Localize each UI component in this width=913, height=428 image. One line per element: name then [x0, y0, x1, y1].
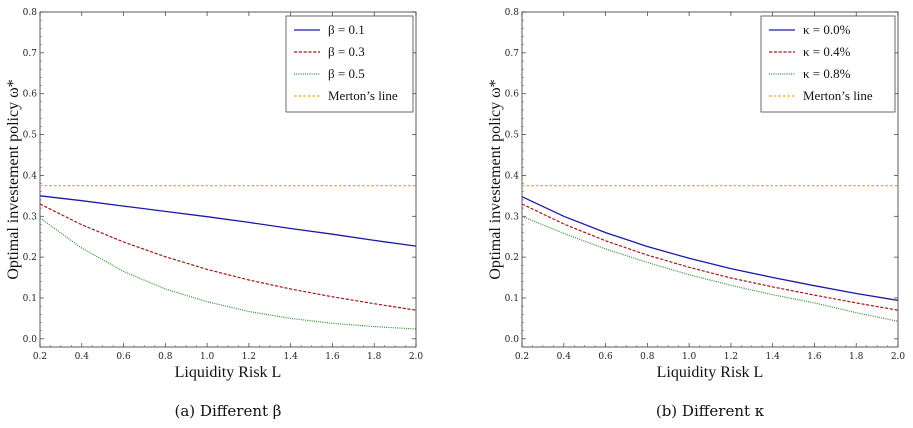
legend-label-2: κ = 0.8% — [803, 66, 851, 81]
series-line-2 — [521, 215, 899, 322]
x-tick-label: 0.8 — [640, 352, 655, 362]
x-tick-label: 1.8 — [849, 352, 864, 362]
x-tick-label: 1.2 — [724, 352, 738, 362]
y-tick-label: 0.6 — [23, 90, 38, 100]
series-line-1 — [39, 203, 417, 311]
x-axis-label: Liquidity Risk L — [175, 364, 282, 381]
x-tick-label: 0.2 — [515, 352, 529, 362]
x-tick-label: 1.4 — [284, 352, 299, 362]
legend-label-1: β = 0.3 — [328, 44, 365, 59]
y-axis-label: Optimal investement policy ω* — [5, 79, 22, 279]
legend-label-0: β = 0.1 — [328, 22, 365, 37]
y-tick-label: 0.4 — [23, 171, 38, 181]
x-tick-label: 2.0 — [409, 352, 424, 362]
x-tick-label: 0.8 — [158, 352, 173, 362]
x-tick-label: 1.8 — [367, 352, 382, 362]
y-tick-label: 0.8 — [505, 8, 520, 18]
y-tick-label: 0.3 — [505, 212, 520, 222]
x-tick-label: 1.2 — [242, 352, 256, 362]
y-tick-label: 0.2 — [505, 253, 519, 263]
y-tick-label: 0.1 — [23, 294, 37, 304]
y-tick-label: 0.0 — [23, 335, 38, 345]
x-tick-label: 0.2 — [33, 352, 47, 362]
x-tick-label: 0.4 — [75, 352, 90, 362]
y-tick-label: 0.2 — [23, 253, 37, 263]
y-tick-label: 0.7 — [505, 49, 520, 59]
chart-panel-a: 0.2 0.4 0.6 0.8 1.0 1.2 1.4 1.6 1.8 2.0 0.0 0.1 0.2 0… — [5, 8, 423, 420]
x-tick-label: 1.0 — [200, 352, 215, 362]
chart-panel-b: 0.2 0.4 0.6 0.8 1.0 1.2 1.4 1.6 1.8 2.0 0.0 0.1 0.2 0… — [487, 8, 905, 420]
series-line-0 — [39, 195, 417, 247]
legend-box — [285, 15, 414, 113]
y-axis-label: Optimal investement policy ω* — [487, 79, 504, 279]
x-tick-label: 0.6 — [598, 352, 613, 362]
panel-caption: (a) Different β — [175, 402, 282, 420]
y-tick-label: 0.6 — [505, 90, 520, 100]
x-tick-label: 1.6 — [807, 352, 822, 362]
y-tick-label: 0.3 — [23, 212, 38, 222]
y-tick-label: 0.4 — [505, 171, 520, 181]
y-tick-label: 0.1 — [505, 294, 519, 304]
x-axis-label: Liquidity Risk L — [657, 364, 764, 381]
series-line-1 — [521, 203, 899, 311]
series-line-0 — [521, 196, 899, 302]
x-tick-label: 1.4 — [766, 352, 781, 362]
x-tick-label: 0.4 — [557, 352, 572, 362]
y-tick-label: 0.7 — [23, 49, 38, 59]
y-tick-label: 0.5 — [505, 131, 520, 141]
x-tick-label: 0.6 — [116, 352, 131, 362]
legend-label-1: κ = 0.4% — [803, 44, 851, 59]
legend-label-0: κ = 0.0% — [803, 22, 851, 37]
x-tick-label: 2.0 — [891, 352, 906, 362]
series-line-2 — [39, 217, 417, 330]
y-tick-label: 0.5 — [23, 131, 38, 141]
legend-label-3: Merton’s line — [328, 88, 398, 103]
y-tick-label: 0.8 — [23, 8, 38, 18]
x-tick-label: 1.0 — [682, 352, 697, 362]
legend-label-3: Merton’s line — [803, 88, 873, 103]
y-tick-label: 0.0 — [505, 335, 520, 345]
panel-caption: (b) Different κ — [656, 402, 765, 420]
x-tick-label: 1.6 — [325, 352, 340, 362]
legend-label-2: β = 0.5 — [328, 66, 365, 81]
